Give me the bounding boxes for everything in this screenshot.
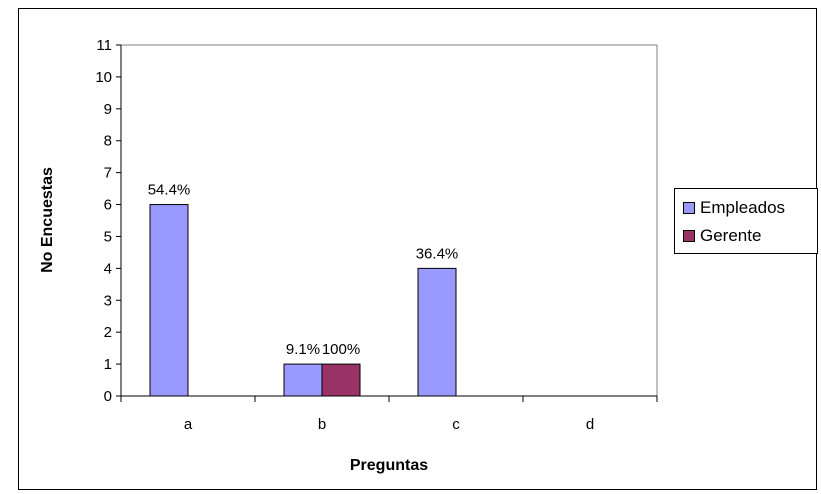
y-tick-label: 0 xyxy=(104,388,112,405)
data-label-gerente-b: 100% xyxy=(322,341,360,358)
y-tick-label: 11 xyxy=(96,37,112,54)
y-tick-label: 10 xyxy=(95,69,112,86)
legend-swatch-gerente xyxy=(683,230,695,242)
y-tick-label: 7 xyxy=(104,165,112,182)
bar-empleados-c xyxy=(417,267,457,397)
x-tick-label: d xyxy=(586,416,594,433)
legend-label-gerente: Gerente xyxy=(700,226,762,245)
y-tick-label: 6 xyxy=(104,197,112,214)
legend-item-empleados: Empleados xyxy=(683,197,785,219)
x-axis-title: Preguntas xyxy=(350,457,428,474)
y-tick-label: 1 xyxy=(104,356,112,373)
y-tick-label: 5 xyxy=(104,228,112,245)
data-label-empleados-a: 54.4% xyxy=(148,182,191,199)
legend-item-gerente: Gerente xyxy=(683,225,761,247)
legend: Empleados Gerente xyxy=(674,188,818,254)
data-label-empleados-c: 36.4% xyxy=(416,245,459,262)
x-tick-label: a xyxy=(184,416,193,433)
y-tick-label: 2 xyxy=(104,324,112,341)
x-tick-label: b xyxy=(318,416,326,433)
bar-empleados-a xyxy=(149,204,189,397)
legend-swatch-empleados xyxy=(683,202,695,214)
data-label-empleados-b: 9.1% xyxy=(286,341,320,358)
x-tick-label: c xyxy=(452,416,460,433)
axes-layer: 0 1 2 3 4 5 6 7 8 9 10 11 a b c d xyxy=(95,37,658,433)
data-labels-layer: 54.4% 9.1% 100% 36.4% xyxy=(148,182,459,359)
legend-label-empleados: Empleados xyxy=(700,198,786,217)
bars-layer xyxy=(149,204,457,397)
bar-empleados-b xyxy=(283,363,323,397)
y-tick-label: 3 xyxy=(104,292,112,309)
y-axis-title: No Encuestas xyxy=(39,167,56,273)
bar-gerente-b xyxy=(321,363,361,397)
y-tick-label: 8 xyxy=(104,133,112,150)
y-tick-label: 4 xyxy=(104,260,112,277)
y-tick-label: 9 xyxy=(104,101,112,118)
